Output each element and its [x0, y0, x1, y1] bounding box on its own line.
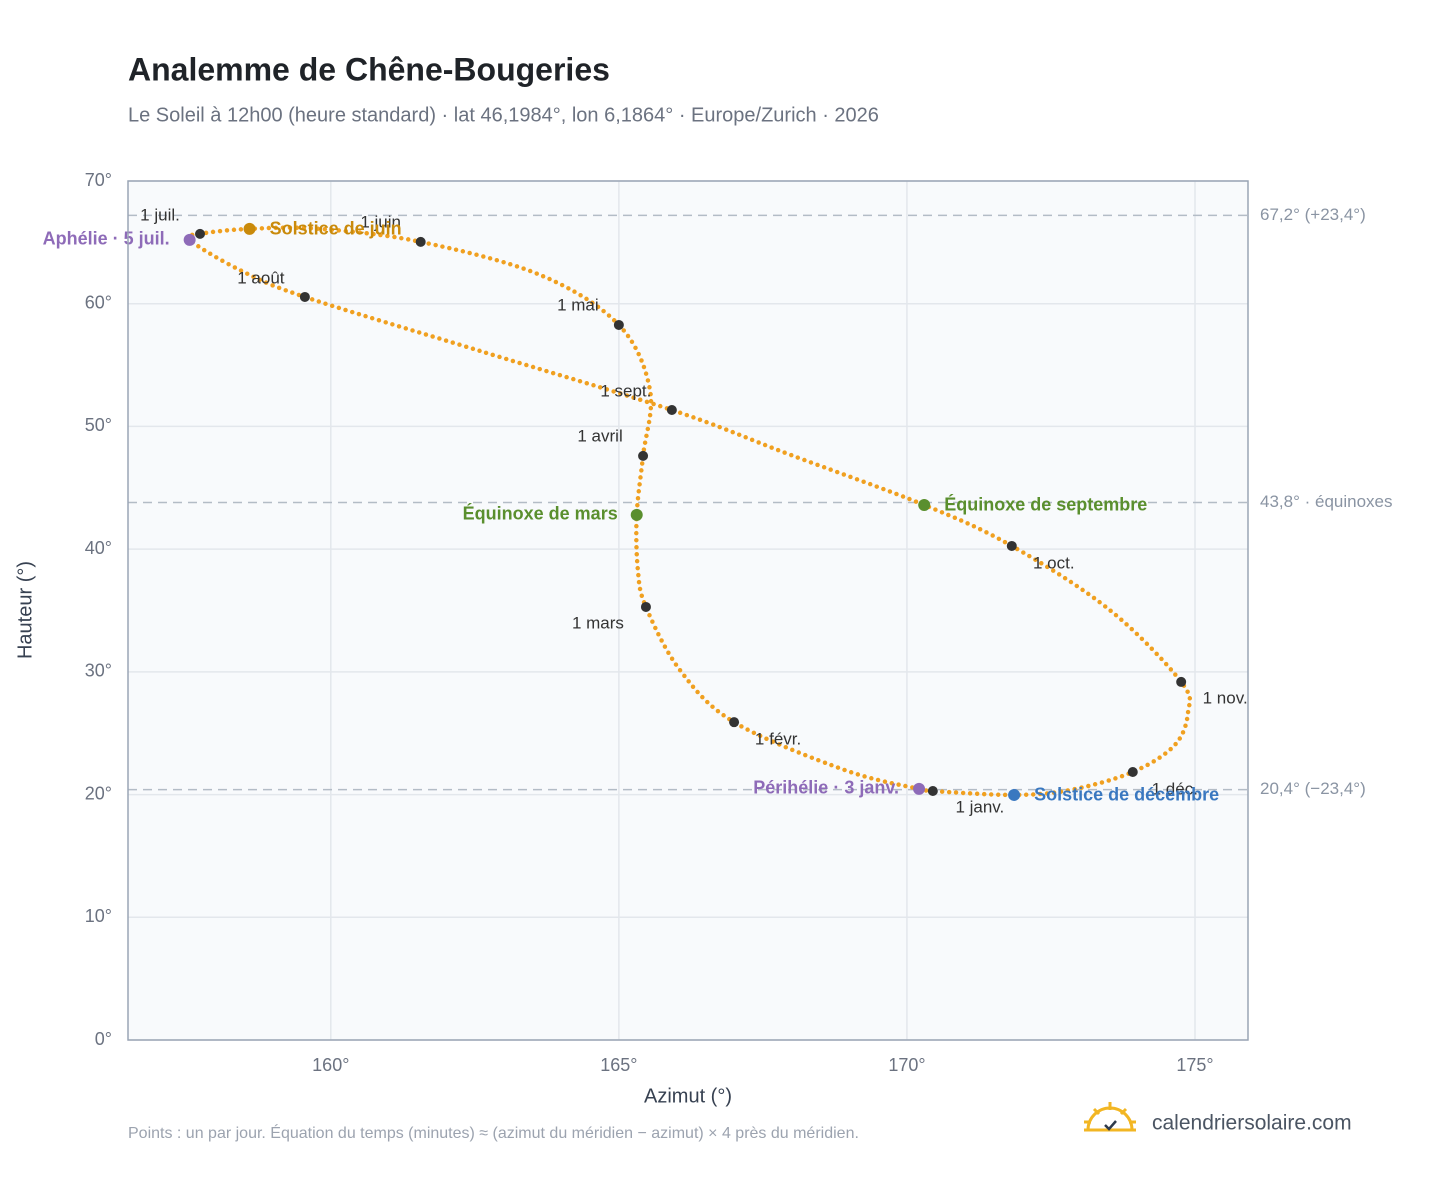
marker	[918, 498, 931, 511]
brand-name: calendriersolaire.com	[1152, 1112, 1352, 1135]
reference-label: 67,2° (+23,4°)	[1260, 205, 1366, 224]
y-tick-label: 0°	[95, 1029, 112, 1049]
marker-label: Équinoxe de mars	[463, 503, 618, 524]
y-tick-label: 30°	[85, 661, 112, 681]
y-axis-label: Hauteur (°)	[14, 561, 36, 659]
x-axis-label: Azimut (°)	[644, 1085, 732, 1107]
marker-label: Aphélie · 5 juil.	[43, 229, 170, 249]
reference-label: 43,8° · équinoxes	[1260, 492, 1393, 511]
marker-label: 1 déc.	[1152, 779, 1198, 798]
marker-label: 1 nov.	[1203, 688, 1248, 707]
marker-label: 1 mai	[557, 295, 599, 314]
y-tick-label: 70°	[85, 170, 112, 190]
marker-label: 1 mars	[572, 613, 624, 632]
marker	[913, 782, 926, 795]
marker-label: Solstice de décembre	[1034, 785, 1219, 805]
marker	[195, 228, 206, 239]
reference-label: 20,4° (−23,4°)	[1260, 779, 1366, 798]
marker	[666, 404, 677, 415]
marker	[640, 601, 651, 612]
y-tick-label: 40°	[85, 538, 112, 558]
marker	[183, 233, 196, 246]
marker-label: 1 sept.	[600, 381, 651, 400]
marker	[243, 222, 256, 235]
marker	[415, 236, 426, 247]
marker	[1127, 766, 1138, 777]
marker-label: Solstice de juin	[270, 219, 402, 239]
marker-label: 1 août	[237, 268, 285, 287]
marker-label: Équinoxe de septembre	[944, 494, 1147, 515]
x-tick-label: 175°	[1176, 1055, 1213, 1075]
marker	[299, 291, 310, 302]
x-tick-label: 165°	[600, 1055, 637, 1075]
y-tick-label: 10°	[85, 906, 112, 926]
marker-label: 1 avril	[577, 426, 622, 445]
marker	[1176, 676, 1187, 687]
y-tick-label: 50°	[85, 415, 112, 435]
chart-title: Analemme de Chêne-Bougeries	[128, 51, 610, 87]
brand-logo	[1084, 1102, 1136, 1132]
marker	[927, 786, 938, 797]
marker	[1006, 540, 1017, 551]
footnote: Points : un par jour. Équation du temps …	[128, 1123, 859, 1142]
marker-label: 1 juin	[360, 212, 401, 231]
marker-label: 1 févr.	[755, 730, 801, 749]
marker	[613, 319, 624, 330]
marker-label: 1 oct.	[1033, 553, 1075, 572]
chart-subtitle: Le Soleil à 12h00 (heure standard) · lat…	[128, 104, 879, 126]
marker-label: Périhélie · 3 janv.	[753, 778, 899, 798]
plot: 1 janv. 1 févr. 1 mars 1 avril 1 mai 1 juin 1 …	[43, 205, 1248, 816]
marker	[729, 717, 740, 728]
plot-area	[128, 181, 1248, 1040]
marker-label: 1 janv.	[955, 797, 1004, 816]
x-tick-label: 170°	[888, 1055, 925, 1075]
marker	[638, 450, 649, 461]
x-tick-label: 160°	[312, 1055, 349, 1075]
y-tick-label: 20°	[85, 783, 112, 803]
marker	[630, 508, 643, 521]
plot-frame	[127, 180, 1249, 1041]
y-tick-label: 60°	[85, 292, 112, 312]
marker	[1008, 788, 1021, 801]
marker-label: 1 juil.	[140, 205, 180, 224]
